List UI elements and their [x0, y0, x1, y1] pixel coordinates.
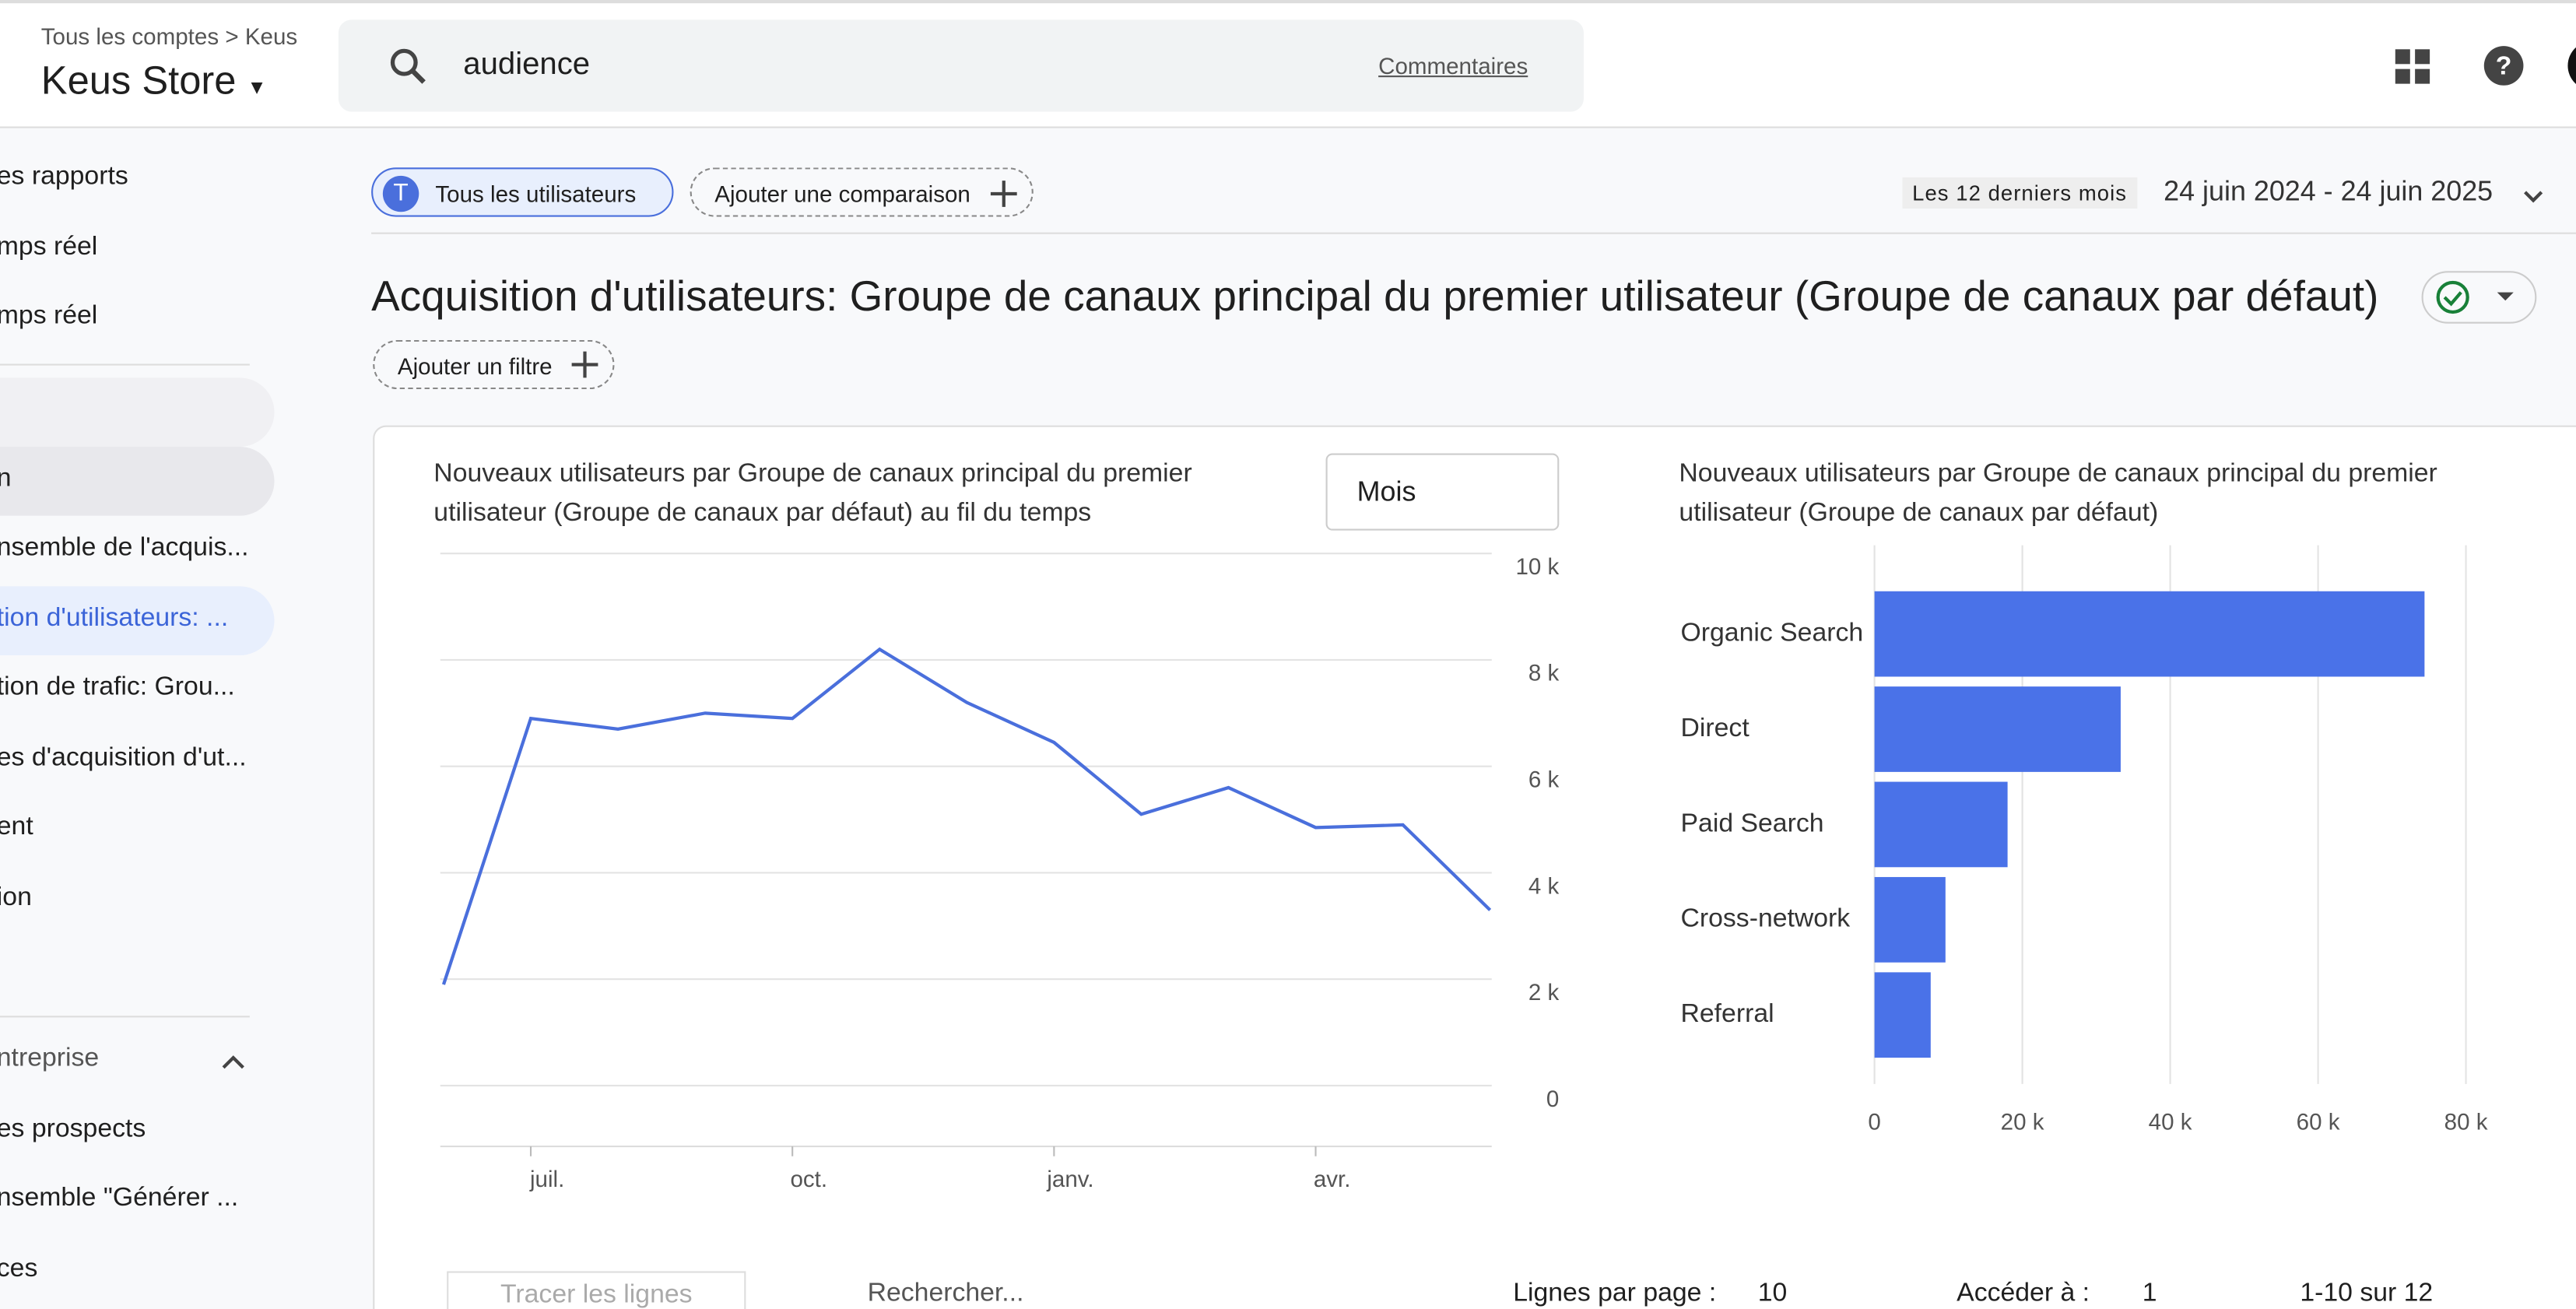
- feedback-link[interactable]: Commentaires: [1378, 52, 1528, 79]
- nav-item[interactable]: tion de trafic: Grou...: [0, 673, 235, 702]
- x-tick-label: oct.: [790, 1167, 827, 1192]
- y-tick-label: Paid Search: [1681, 808, 1824, 837]
- section-bg: [0, 377, 275, 447]
- range-label: Les 12 derniers mois: [1902, 177, 2137, 209]
- goto-input[interactable]: 1: [2142, 1279, 2157, 1307]
- card: [373, 425, 2576, 1309]
- bar: [1874, 686, 2121, 772]
- nav-item[interactable]: nsemble "Générer ...: [0, 1184, 239, 1212]
- rows-label: Lignes par page :: [1513, 1279, 1717, 1307]
- nav-item[interactable]: ent: [0, 812, 33, 841]
- y-tick-label: Referral: [1681, 998, 1774, 1028]
- pagination: 1-10 sur 12: [2300, 1279, 2434, 1307]
- status-button[interactable]: [2421, 271, 2537, 324]
- nav-item[interactable]: nsemble de l'acquis...: [0, 533, 249, 562]
- x-tick-label: avr.: [1314, 1167, 1351, 1192]
- nav-item[interactable]: es rapports: [0, 162, 128, 191]
- goto-label: Accéder à :: [1957, 1279, 2090, 1307]
- period-select[interactable]: Mois: [1325, 453, 1560, 531]
- nav-item[interactable]: mps réel: [0, 233, 98, 261]
- property-selector[interactable]: Keus Store ▼: [40, 58, 267, 104]
- search-box[interactable]: [338, 19, 1584, 112]
- nav-item[interactable]: ntreprise: [0, 1044, 100, 1073]
- y-tick-label: Direct: [1681, 713, 1750, 742]
- nav-item[interactable]: mps réel: [0, 302, 98, 331]
- nav-item[interactable]: es d'acquisition d'ut...: [0, 744, 247, 772]
- plot-rows-button[interactable]: Tracer les lignes: [447, 1271, 746, 1309]
- y-tick-label: 6 k: [1528, 767, 1560, 793]
- x-tick-label: 40 k: [2149, 1109, 2192, 1135]
- segment-name: Tous les utilisateurs: [435, 181, 637, 207]
- report-title: Acquisition d'utilisateurs: Groupe de ca…: [371, 271, 2379, 321]
- y-tick-label: 4 k: [1528, 873, 1560, 899]
- x-tick-label: 80 k: [2444, 1109, 2488, 1135]
- property-name: Keus Store: [40, 58, 237, 104]
- y-tick-label: 8 k: [1528, 661, 1560, 686]
- nav-item[interactable]: n: [0, 465, 12, 494]
- period-label: Mois: [1356, 476, 1416, 508]
- breadcrumb-link[interactable]: Tous les comptes: [40, 23, 219, 50]
- rows-select[interactable]: 10: [1757, 1279, 1788, 1307]
- bar: [1874, 591, 2425, 677]
- segment-chip[interactable]: T Tous les utilisateurs: [371, 167, 674, 217]
- bar: [1874, 972, 1931, 1058]
- x-tick-label: 0: [1868, 1109, 1880, 1135]
- bar: [1874, 781, 2008, 868]
- nav-item[interactable]: ion: [0, 883, 32, 912]
- line-chart-title: Nouveaux utilisateurs par Groupe de cana…: [433, 459, 1192, 528]
- bar-chart-title: Nouveaux utilisateurs par Groupe de cana…: [1679, 459, 2437, 528]
- x-tick-label: 60 k: [2297, 1109, 2340, 1135]
- x-tick-label: juil.: [529, 1167, 564, 1192]
- line-series: [441, 647, 1492, 985]
- date-range[interactable]: 24 juin 2024 - 24 juin 2025: [2164, 175, 2494, 207]
- y-tick-label: 2 k: [1528, 980, 1560, 1005]
- filter-button[interactable]: Ajouter un filtre: [373, 339, 615, 390]
- active-item-bg: [0, 586, 275, 656]
- nav-item[interactable]: es prospects: [0, 1114, 146, 1143]
- selected-item-bg: [0, 447, 275, 516]
- plot-label: Tracer les lignes: [500, 1281, 693, 1309]
- x-tick-label: 20 k: [2001, 1109, 2044, 1135]
- bar: [1874, 876, 1946, 963]
- compare-label: Ajouter une comparaison: [714, 181, 970, 207]
- y-tick-label: Organic Search: [1681, 618, 1864, 647]
- breadcrumb: Tous les comptes > Keus: [40, 23, 298, 50]
- y-tick-label: 10 k: [1515, 554, 1559, 580]
- segment-initial: T: [382, 175, 419, 212]
- nav-item[interactable]: tion d'utilisateurs: ...: [0, 604, 229, 633]
- search-query[interactable]: audience: [463, 47, 591, 82]
- breadcrumb-link[interactable]: Keus: [244, 23, 298, 50]
- y-tick-label: Cross-network: [1681, 904, 1851, 933]
- compare-button[interactable]: Ajouter une comparaison: [690, 167, 1034, 217]
- y-tick-label: 0: [1546, 1086, 1559, 1112]
- x-tick-label: janv.: [1046, 1167, 1093, 1192]
- filter-label: Ajouter un filtre: [397, 353, 553, 380]
- nav-item[interactable]: ces: [0, 1255, 38, 1283]
- table-search[interactable]: Rechercher...: [867, 1279, 1024, 1307]
